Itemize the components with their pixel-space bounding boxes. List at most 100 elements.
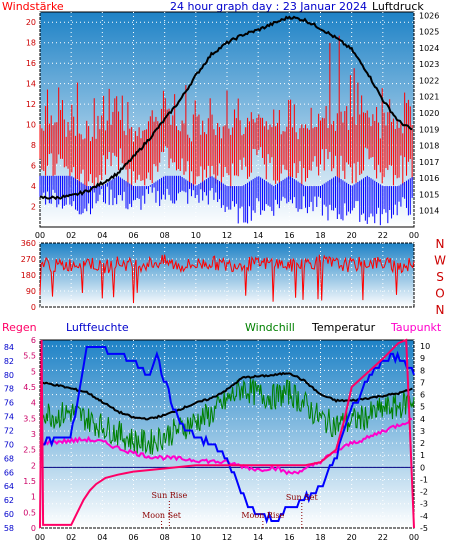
pressure-line — [39, 15, 413, 201]
axes-layer: 2468101214161820101410151016101710181019… — [4, 11, 446, 542]
time-tick-label: 16 — [284, 231, 294, 240]
pressure-tick-label: 1021 — [419, 93, 439, 102]
humidity-tick-label: 78 — [4, 385, 14, 394]
pressure-tick-label: 1019 — [419, 125, 439, 134]
pressure-tick-label: 1020 — [419, 109, 439, 118]
temp-tick-label: 8 — [420, 366, 425, 375]
temp-tick-label: -3 — [420, 500, 428, 509]
pressure-tick-label: 1023 — [419, 60, 439, 69]
rain-tick-label: 4 — [31, 399, 36, 408]
legend-temperature: Temperatur — [311, 321, 376, 334]
rain-tick-label: 6 — [31, 336, 36, 345]
rain-tick-label: 3.5 — [23, 414, 36, 423]
pressure-tick-label: 1025 — [419, 28, 439, 37]
pressure-tick-label: 1018 — [419, 142, 439, 151]
rain-tick-label: 1 — [31, 493, 36, 502]
rain-tick-label: 5 — [31, 367, 36, 376]
temp-tick-label: -4 — [420, 512, 428, 521]
time-tick-label: 14 — [253, 231, 263, 240]
data-layer — [39, 15, 415, 529]
time-tick-label: 00 — [409, 533, 419, 542]
temp-tick-label: -5 — [420, 524, 428, 533]
pressure-tick-label: 1015 — [419, 190, 439, 199]
direction-tick-label: 90 — [26, 287, 36, 296]
time-tick-label: 02 — [66, 533, 76, 542]
compass-label: N — [436, 237, 445, 251]
time-tick-label: 04 — [97, 533, 107, 542]
humidity-tick-label: 70 — [4, 440, 14, 449]
temp-tick-label: -2 — [420, 488, 428, 497]
pressure-tick-label: 1014 — [419, 207, 439, 216]
temperature-line — [39, 371, 413, 421]
compass-label: N — [436, 303, 445, 317]
time-tick-label: 06 — [128, 533, 138, 542]
wind-tick-label: 12 — [26, 100, 36, 109]
temp-tick-label: 0 — [420, 463, 425, 472]
humidity-tick-label: 64 — [4, 482, 14, 491]
legend-windchill: Windchill — [245, 321, 295, 334]
wind-tick-label: 4 — [31, 182, 36, 191]
time-tick-label: 00 — [35, 231, 45, 240]
wind-tick-label: 14 — [26, 80, 36, 89]
humidity-tick-label: 76 — [4, 399, 14, 408]
sun-moon-annotation: Sun Set — [286, 493, 319, 502]
rain-tick-label: 0.5 — [23, 508, 36, 517]
temp-tick-label: 7 — [420, 378, 425, 387]
pressure-tick-label: 1022 — [419, 76, 439, 85]
rain-line — [39, 338, 415, 529]
time-tick-label: 16 — [284, 533, 294, 542]
temp-tick-label: 9 — [420, 354, 425, 363]
temp-tick-label: 3 — [420, 427, 425, 436]
compass-label: O — [435, 287, 444, 301]
direction-tick-label: 360 — [21, 239, 36, 248]
pressure-tick-label: 1026 — [419, 11, 439, 20]
wind-tick-label: 8 — [31, 141, 36, 150]
sun-moon-annotation: Moon Rise — [241, 511, 284, 520]
direction-line — [39, 254, 415, 304]
humidity-tick-label: 62 — [4, 496, 14, 505]
time-tick-label: 04 — [97, 231, 107, 240]
temp-tick-label: 10 — [420, 342, 430, 351]
time-tick-label: 08 — [160, 533, 170, 542]
wind-tick-label: 16 — [26, 59, 36, 68]
pressure-tick-label: 1024 — [419, 44, 439, 53]
time-tick-label: 12 — [222, 231, 232, 240]
compass-label: W — [434, 254, 446, 268]
time-tick-label: 22 — [378, 231, 388, 240]
time-tick-label: 22 — [378, 533, 388, 542]
time-tick-label: 18 — [315, 533, 325, 542]
header-title: 24 hour graph day : 23 Januar 2024 — [170, 0, 367, 13]
time-tick-label: 08 — [160, 231, 170, 240]
humidity-tick-label: 74 — [4, 413, 14, 422]
legend-humidity: Luftfeuchte — [66, 321, 129, 334]
header-left-label: Windstärke — [2, 0, 64, 13]
wind-tick-label: 6 — [31, 162, 36, 171]
rain-tick-label: 2 — [31, 461, 36, 470]
time-tick-label: 00 — [35, 533, 45, 542]
time-tick-label: 20 — [347, 231, 357, 240]
legend-rain: Regen — [2, 321, 37, 334]
wind-tick-label: 18 — [26, 39, 36, 48]
rain-tick-label: 3 — [31, 430, 36, 439]
humidity-tick-label: 68 — [4, 454, 14, 463]
wind-tick-label: 20 — [26, 18, 36, 27]
pressure-tick-label: 1017 — [419, 158, 439, 167]
humidity-tick-label: 60 — [4, 510, 14, 519]
rain-tick-label: 2.5 — [23, 446, 36, 455]
humidity-line — [40, 346, 415, 525]
compass-label: S — [436, 270, 444, 284]
direction-tick-label: 270 — [21, 255, 36, 264]
temp-tick-label: 4 — [420, 415, 425, 424]
humidity-tick-label: 58 — [4, 524, 14, 533]
temp-tick-label: 1 — [420, 451, 425, 460]
direction-tick-label: 0 — [31, 303, 36, 312]
time-tick-label: 10 — [191, 231, 201, 240]
rain-tick-label: 4.5 — [23, 383, 36, 392]
legend-dewpoint: Taupunkt — [390, 321, 442, 334]
pressure-tick-label: 1016 — [419, 174, 439, 183]
humidity-tick-label: 66 — [4, 468, 14, 477]
wind-tick-label: 2 — [31, 203, 36, 212]
time-tick-label: 10 — [191, 533, 201, 542]
humidity-tick-label: 82 — [4, 357, 14, 366]
humidity-tick-label: 80 — [4, 371, 14, 380]
